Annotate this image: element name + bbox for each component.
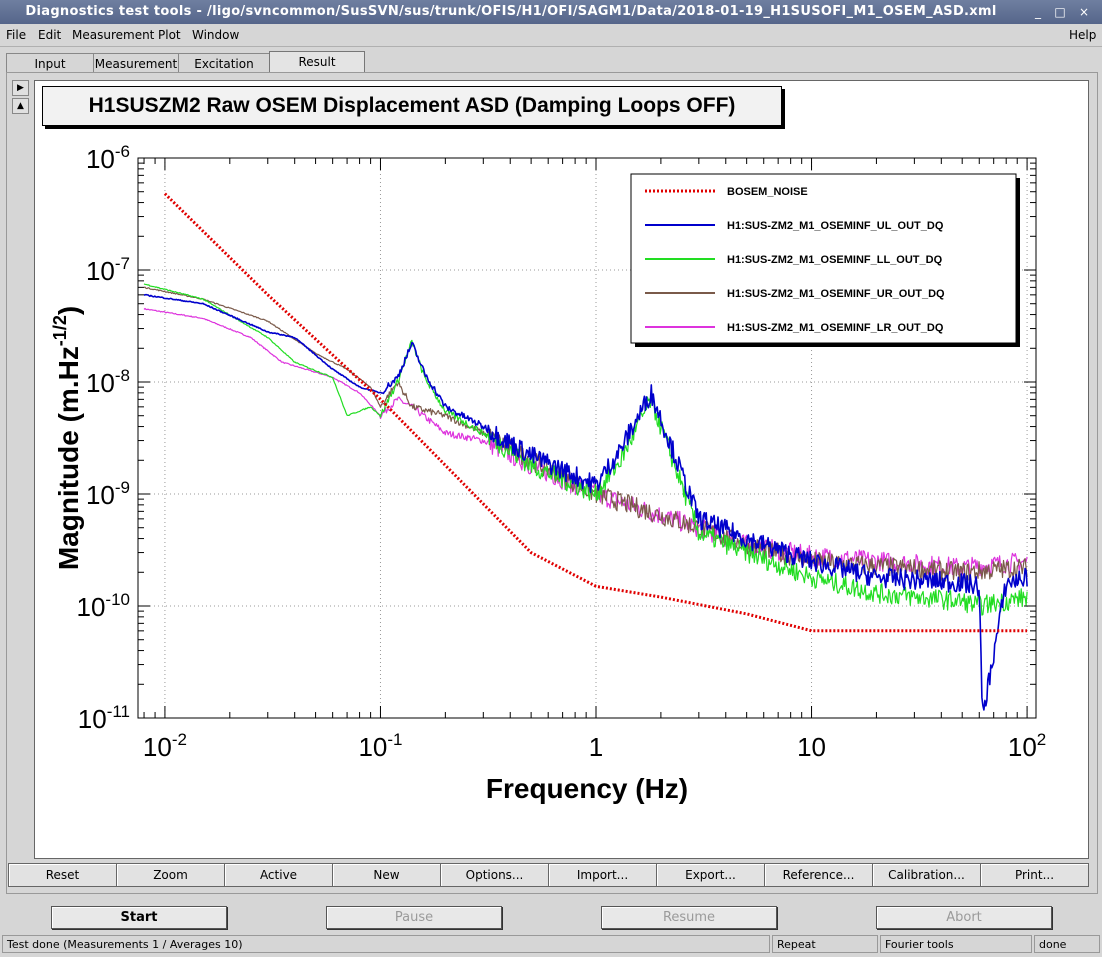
legend-label: BOSEM_NOISE: [727, 186, 808, 198]
maximize-icon[interactable]: □: [1054, 5, 1066, 19]
y-tick-label: 10-11: [78, 702, 130, 734]
y-tick-label: 10-8: [86, 366, 130, 398]
zoom-button[interactable]: Zoom: [116, 863, 225, 887]
x-tick-label: 10-2: [143, 730, 187, 762]
plot-frame: [137, 157, 1037, 719]
tab-result[interactable]: Result: [269, 51, 365, 73]
y-tick-label: 10-7: [86, 254, 130, 286]
reference-button[interactable]: Reference...: [764, 863, 873, 887]
x-tick-label: 10-1: [358, 730, 402, 762]
resume-button[interactable]: Resume: [601, 906, 777, 929]
plot-title: H1SUSZM2 Raw OSEM Displacement ASD (Damp…: [42, 86, 782, 126]
plot-controls: Reset Zoom Active New Options... Import.…: [8, 863, 1090, 887]
y-axis-label: Magnitude (m.Hz-1/2): [50, 306, 84, 570]
tab-excitation[interactable]: Excitation: [178, 53, 270, 72]
y-tick-label: 10-9: [86, 478, 130, 510]
y-tick-label: 10-10: [77, 590, 131, 622]
status-message: Test done (Measurements 1 / Averages 10): [2, 935, 770, 953]
calibration-button[interactable]: Calibration...: [872, 863, 981, 887]
legend-label: H1:SUS-ZM2_M1_OSEMINF_UL_OUT_DQ: [727, 220, 944, 232]
arrow-right-icon[interactable]: ▶: [12, 80, 29, 96]
minimize-icon[interactable]: _: [1035, 5, 1041, 19]
legend-label: H1:SUS-ZM2_M1_OSEMINF_UR_OUT_DQ: [727, 288, 945, 300]
status-tool: Fourier tools: [880, 935, 1032, 953]
series-line-h1-sus-zm2-m1-oseminf-ul-out-dq: [144, 293, 1028, 711]
status-state: done: [1034, 935, 1100, 953]
reset-button[interactable]: Reset: [8, 863, 117, 887]
import-button[interactable]: Import...: [548, 863, 657, 887]
legend-label: H1:SUS-ZM2_M1_OSEMINF_LL_OUT_DQ: [727, 254, 943, 266]
abort-button[interactable]: Abort: [876, 906, 1052, 929]
y-tick-label: 10-6: [86, 142, 130, 174]
window-title: Diagnostics test tools - /ligo/svncommon…: [25, 4, 997, 19]
arrow-up-icon[interactable]: ▲: [12, 98, 29, 114]
active-button[interactable]: Active: [224, 863, 333, 887]
tab-input[interactable]: Input: [6, 53, 94, 72]
x-tick-label: 10: [797, 732, 826, 762]
menu-plot[interactable]: Plot: [158, 28, 181, 42]
new-button[interactable]: New: [332, 863, 441, 887]
print-button[interactable]: Print...: [980, 863, 1089, 887]
start-button[interactable]: Start: [51, 906, 227, 929]
close-icon[interactable]: ×: [1078, 5, 1090, 19]
tab-measurement[interactable]: Measurement: [93, 53, 179, 72]
menubar: File Edit Measurement Plot Window Help: [0, 24, 1102, 47]
menu-edit[interactable]: Edit: [38, 28, 62, 42]
series-line-h1-sus-zm2-m1-oseminf-ll-out-dq: [143, 283, 1028, 616]
menu-window[interactable]: Window: [192, 28, 240, 42]
options-button[interactable]: Options...: [440, 863, 549, 887]
menu-measurement[interactable]: Measurement: [72, 28, 155, 42]
x-axis-label: Frequency (Hz): [486, 773, 688, 804]
window-titlebar: Diagnostics test tools - /ligo/svncommon…: [0, 0, 1102, 24]
x-tick-label: 1: [589, 732, 603, 762]
export-button[interactable]: Export...: [656, 863, 765, 887]
pause-button[interactable]: Pause: [326, 906, 502, 929]
menu-file[interactable]: File: [6, 28, 27, 42]
legend-label: H1:SUS-ZM2_M1_OSEMINF_LR_OUT_DQ: [727, 322, 944, 334]
status-repeat: Repeat: [772, 935, 878, 953]
menu-help[interactable]: Help: [1069, 28, 1097, 42]
x-tick-label: 102: [1008, 730, 1046, 762]
